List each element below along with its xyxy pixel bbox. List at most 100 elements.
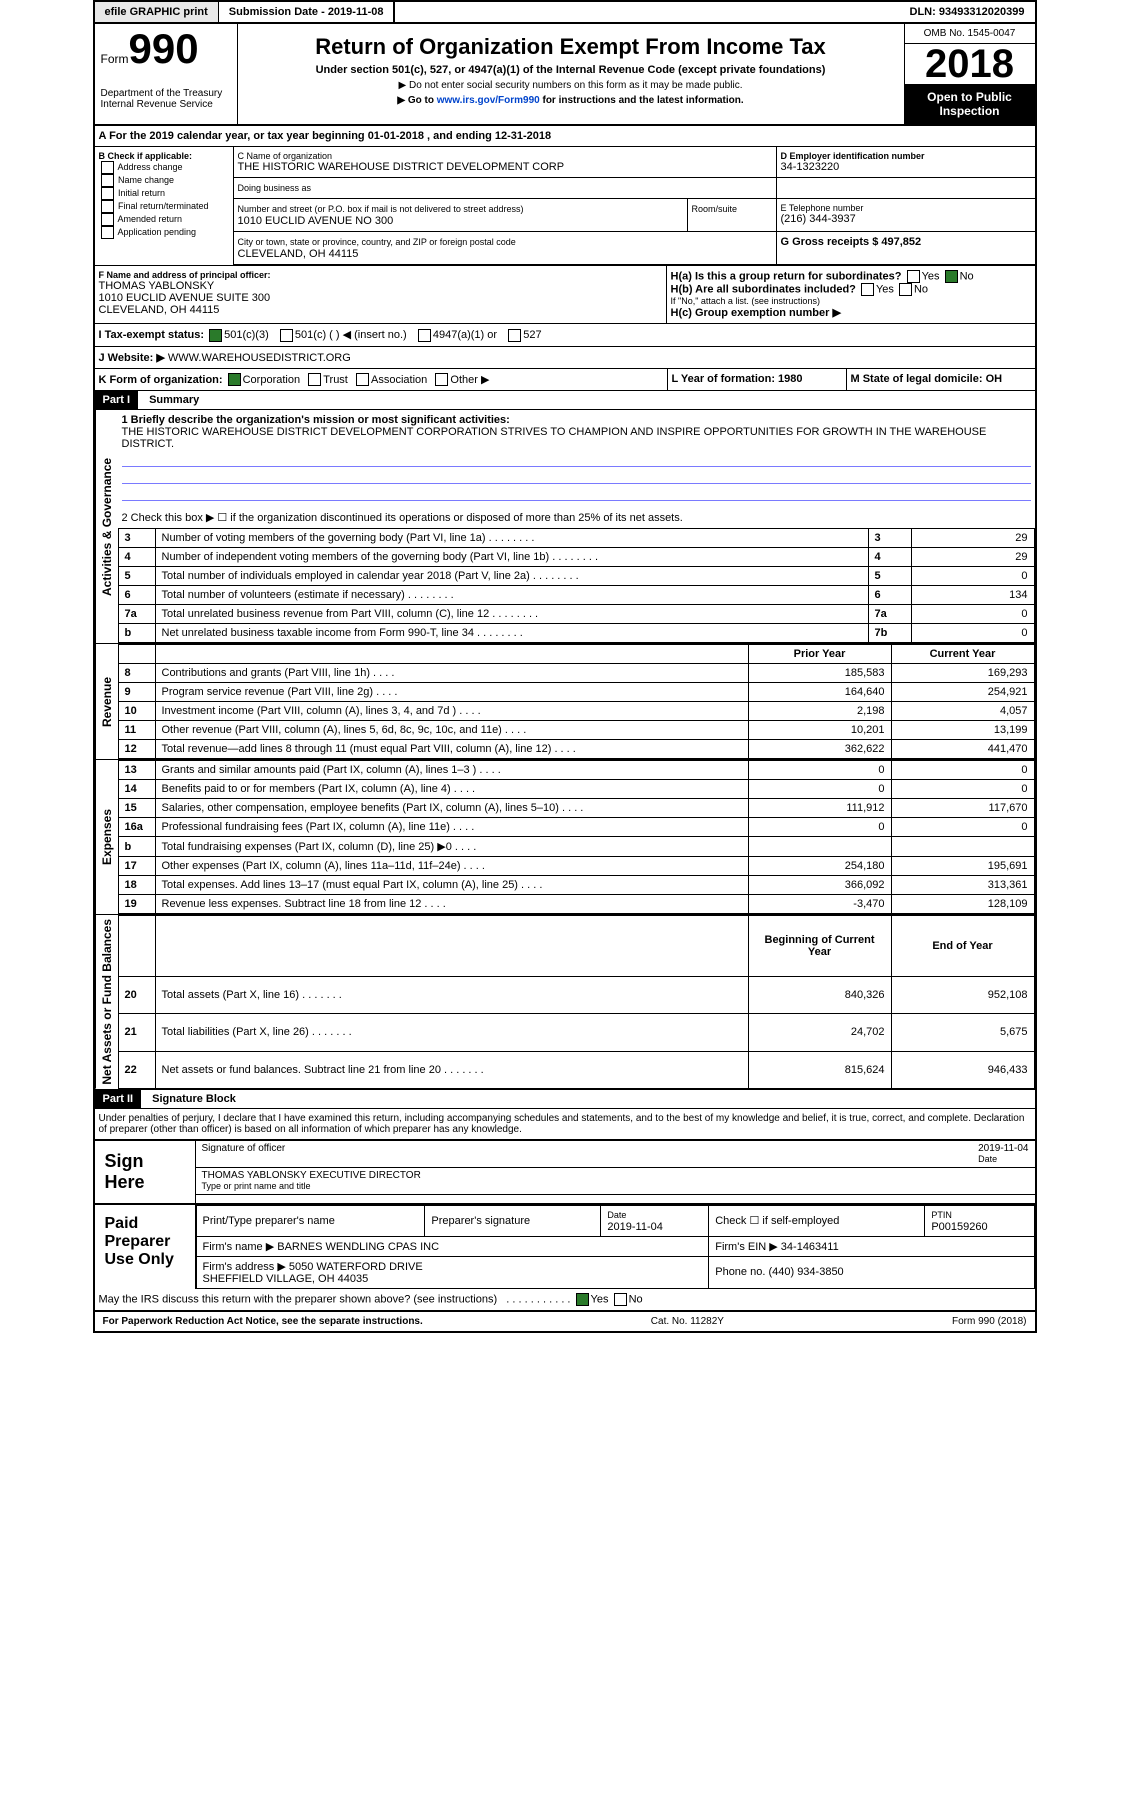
- sig-date: 2019-11-04: [978, 1143, 1028, 1154]
- department: Department of the Treasury Internal Reve…: [101, 88, 231, 110]
- checkbox-applicable[interactable]: Name change: [99, 174, 229, 187]
- efile-print-button[interactable]: efile GRAPHIC print: [95, 2, 219, 22]
- website: WWW.WAREHOUSEDISTRICT.ORG: [168, 352, 351, 364]
- table-row: 18Total expenses. Add lines 13–17 (must …: [118, 876, 1034, 895]
- hb-note: If "No," attach a list. (see instruction…: [671, 296, 1031, 306]
- table-row: 11Other revenue (Part VIII, column (A), …: [118, 721, 1034, 740]
- page-footer: For Paperwork Reduction Act Notice, see …: [95, 1311, 1035, 1331]
- table-row: 21Total liabilities (Part X, line 26) . …: [118, 1014, 1034, 1051]
- checkbox-applicable[interactable]: Amended return: [99, 213, 229, 226]
- checkbox-applicable[interactable]: Initial return: [99, 187, 229, 200]
- hb-yes-checkbox[interactable]: [861, 283, 874, 296]
- state-domicile: M State of legal domicile: OH: [847, 369, 1035, 391]
- ein: 34-1323220: [781, 161, 1031, 173]
- form-ref: Form 990 (2018): [952, 1316, 1026, 1327]
- line2-text: 2 Check this box ▶ ☐ if the organization…: [118, 507, 1035, 528]
- hb-no-checkbox[interactable]: [899, 283, 912, 296]
- 501c-checkbox[interactable]: [280, 329, 293, 342]
- table-row: 5Total number of individuals employed in…: [118, 567, 1034, 586]
- part-i-header: Part I Summary: [95, 391, 1035, 410]
- paid-preparer-block: Paid Preparer Use Only Print/Type prepar…: [95, 1203, 1035, 1289]
- discuss-row: May the IRS discuss this return with the…: [95, 1289, 1035, 1311]
- table-row: 16aProfessional fundraising fees (Part I…: [118, 818, 1034, 837]
- table-row: 10Investment income (Part VIII, column (…: [118, 702, 1034, 721]
- part-i-subtitle: Summary: [141, 394, 199, 406]
- governance-table: 3Number of voting members of the governi…: [118, 528, 1035, 643]
- street: 1010 EUCLID AVENUE NO 300: [238, 215, 394, 227]
- hb-label: H(b) Are all subordinates included?: [671, 283, 856, 295]
- firm-phone: (440) 934-3850: [768, 1266, 843, 1278]
- city: CLEVELAND, OH 44115: [238, 248, 359, 260]
- table-row: 20Total assets (Part X, line 16) . . . .…: [118, 976, 1034, 1013]
- website-row: J Website: ▶ WWW.WAREHOUSEDISTRICT.ORG: [95, 347, 1035, 369]
- table-row: 3Number of voting members of the governi…: [118, 529, 1034, 548]
- org-info-block: B Check if applicable: Address change Na…: [95, 147, 1035, 266]
- year-formation: L Year of formation: 1980: [668, 369, 847, 391]
- section-k-label: K Form of organization:: [99, 374, 223, 386]
- line1-label: 1 Briefly describe the organization's mi…: [122, 414, 1031, 426]
- table-row: 22Net assets or fund balances. Subtract …: [118, 1051, 1034, 1088]
- section-i-label: I Tax-exempt status:: [99, 329, 205, 341]
- perjury-declaration: Under penalties of perjury, I declare th…: [95, 1109, 1035, 1139]
- form-org-row: K Form of organization: Corporation Trus…: [95, 369, 1035, 392]
- netassets-sidelabel: Net Assets or Fund Balances: [95, 915, 118, 1089]
- firm-name: BARNES WENDLING CPAS INC: [277, 1241, 439, 1253]
- instruction-2: ▶ Go to www.irs.gov/Form990 for instruct…: [244, 95, 898, 106]
- irs-link[interactable]: www.irs.gov/Form990: [437, 95, 540, 106]
- checkbox-applicable[interactable]: Address change: [99, 161, 229, 174]
- table-row: 8Contributions and grants (Part VIII, li…: [118, 664, 1034, 683]
- tax-exempt-row: I Tax-exempt status: 501(c)(3) 501(c) ( …: [95, 324, 1035, 347]
- other-checkbox[interactable]: [435, 373, 448, 386]
- netassets-table: Beginning of Current YearEnd of Year20To…: [118, 915, 1035, 1089]
- pra-notice: For Paperwork Reduction Act Notice, see …: [103, 1316, 423, 1327]
- table-row: 12Total revenue—add lines 8 through 11 (…: [118, 740, 1034, 759]
- table-row: 15Salaries, other compensation, employee…: [118, 799, 1034, 818]
- submission-date: Submission Date - 2019-11-08: [219, 2, 396, 22]
- period-row: A For the 2019 calendar year, or tax yea…: [95, 126, 1035, 147]
- officer-name: THOMAS YABLONSKY: [99, 280, 662, 292]
- association-checkbox[interactable]: [356, 373, 369, 386]
- section-j-label: J Website: ▶: [99, 352, 165, 364]
- expenses-table: 13Grants and similar amounts paid (Part …: [118, 760, 1035, 914]
- pp-name-label: Print/Type preparer's name: [196, 1205, 425, 1236]
- period-text: A For the 2019 calendar year, or tax yea…: [95, 126, 1035, 146]
- pp-date: 2019-11-04: [607, 1221, 662, 1233]
- tax-year: 2018: [905, 44, 1035, 84]
- discuss-no-checkbox[interactable]: [614, 1293, 627, 1306]
- org-name: THE HISTORIC WAREHOUSE DISTRICT DEVELOPM…: [238, 161, 772, 173]
- instruction-1: ▶ Do not enter social security numbers o…: [244, 80, 898, 91]
- telephone: (216) 344-3937: [781, 213, 1031, 225]
- officer-addr1: 1010 EUCLID AVENUE SUITE 300: [99, 292, 662, 304]
- firm-ein: 34-1463411: [781, 1241, 839, 1253]
- open-to-public: Open to Public Inspection: [905, 84, 1035, 124]
- room-label: Room/suite: [692, 204, 738, 214]
- discuss-yes-checkbox[interactable]: [576, 1293, 589, 1306]
- pp-sig-label: Preparer's signature: [425, 1205, 601, 1236]
- sig-officer-label: Signature of officer: [202, 1143, 286, 1165]
- table-row: 9Program service revenue (Part VIII, lin…: [118, 683, 1034, 702]
- sign-here-block: Sign Here Signature of officer 2019-11-04…: [95, 1139, 1035, 1203]
- 501c3-checkbox[interactable]: [209, 329, 222, 342]
- blank-line: [122, 469, 1031, 484]
- table-row: 17Other expenses (Part IX, column (A), l…: [118, 857, 1034, 876]
- ha-no-checkbox[interactable]: [945, 270, 958, 283]
- ha-label: H(a) Is this a group return for subordin…: [671, 270, 902, 282]
- 4947-checkbox[interactable]: [418, 329, 431, 342]
- cat-no: Cat. No. 11282Y: [651, 1316, 724, 1327]
- blank-line: [122, 486, 1031, 501]
- checkbox-applicable[interactable]: Final return/terminated: [99, 200, 229, 213]
- blank-line: [122, 452, 1031, 467]
- corporation-checkbox[interactable]: [228, 373, 241, 386]
- 527-checkbox[interactable]: [508, 329, 521, 342]
- mission-text: THE HISTORIC WAREHOUSE DISTRICT DEVELOPM…: [122, 426, 1031, 450]
- part-i-title: Part I: [95, 391, 139, 409]
- subtitle: Under section 501(c), 527, or 4947(a)(1)…: [244, 64, 898, 76]
- trust-checkbox[interactable]: [308, 373, 321, 386]
- checkbox-applicable[interactable]: Application pending: [99, 226, 229, 239]
- table-row: 14Benefits paid to or for members (Part …: [118, 780, 1034, 799]
- ha-yes-checkbox[interactable]: [907, 270, 920, 283]
- expenses-sidelabel: Expenses: [95, 760, 118, 914]
- form-label: Form: [101, 52, 129, 66]
- sign-here-label: Sign Here: [95, 1141, 196, 1203]
- table-row: 19Revenue less expenses. Subtract line 1…: [118, 895, 1034, 914]
